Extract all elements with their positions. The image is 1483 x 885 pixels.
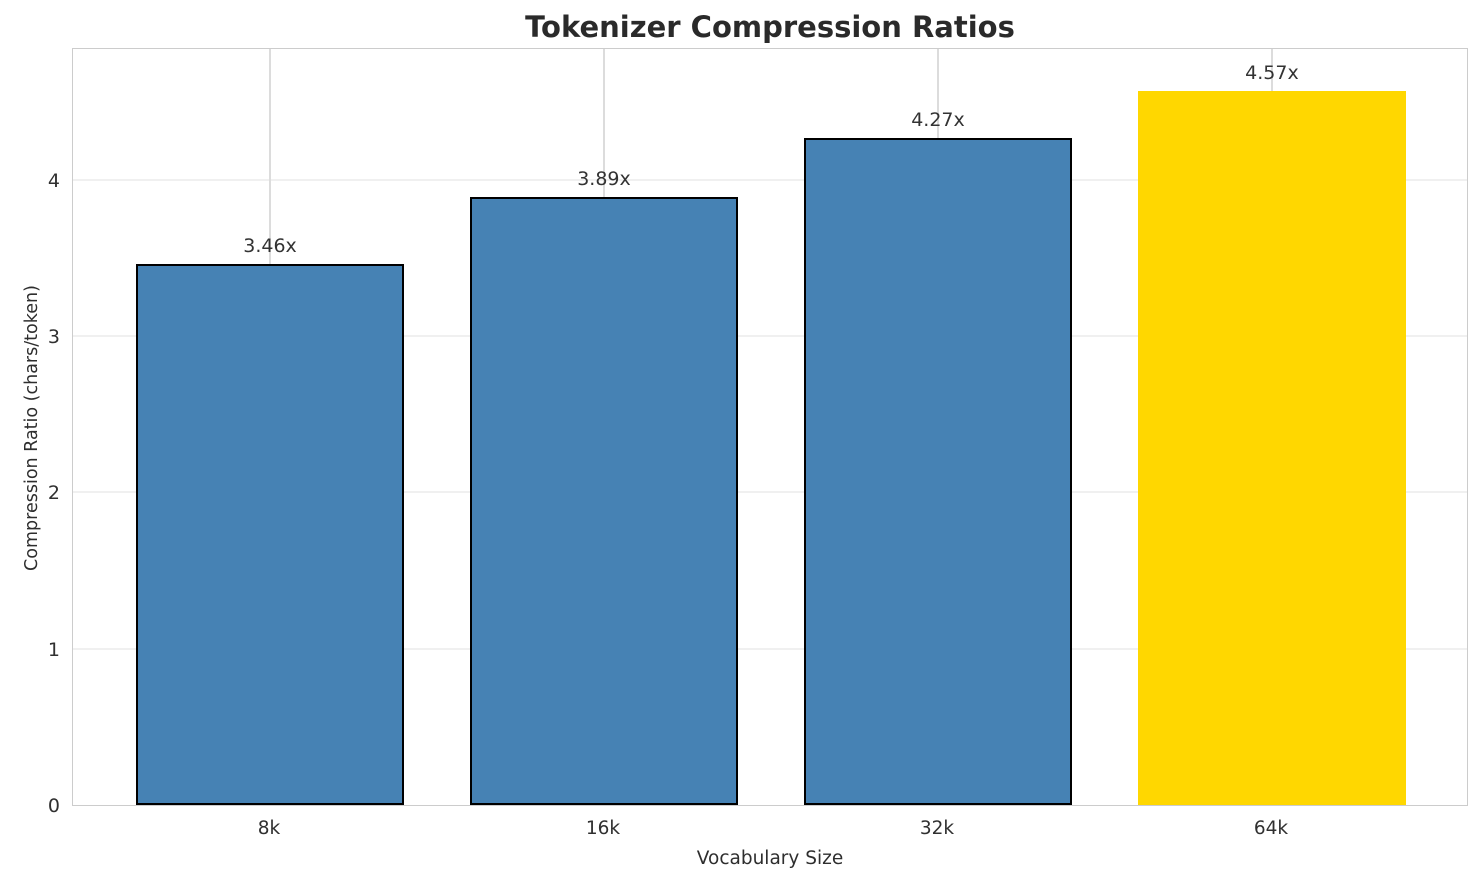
bar-value-label: 4.27x bbox=[911, 108, 965, 131]
gridline-horizontal bbox=[73, 647, 1467, 650]
gridline-horizontal bbox=[73, 491, 1467, 494]
y-tick-label: 2 bbox=[47, 482, 60, 505]
bar-64k bbox=[1138, 90, 1406, 805]
bar-16k bbox=[470, 197, 738, 805]
chart-title: Tokenizer Compression Ratios bbox=[525, 10, 1015, 44]
bar-value-label: 3.46x bbox=[243, 235, 297, 258]
plot-area: 3.46x 3.89x 4.27x 4.57x bbox=[72, 48, 1468, 806]
x-axis-label: Vocabulary Size bbox=[696, 848, 844, 869]
x-tick-label-8k: 8k bbox=[257, 818, 281, 839]
y-axis-label: Compression Ratio (chars/token) bbox=[22, 285, 42, 571]
y-tick-label: 1 bbox=[47, 638, 60, 661]
x-tick-label-64k: 64k bbox=[1253, 818, 1289, 839]
bar-32k bbox=[804, 137, 1072, 805]
y-tick-label: 3 bbox=[47, 326, 60, 349]
bar-value-label: 3.89x bbox=[577, 168, 631, 191]
gridline-horizontal bbox=[73, 178, 1467, 181]
y-tick-label: 0 bbox=[47, 795, 60, 817]
x-tick-label-16k: 16k bbox=[585, 818, 621, 839]
y-tick-label: 4 bbox=[47, 169, 60, 192]
bar-8k bbox=[136, 264, 404, 805]
x-tick-label-32k: 32k bbox=[919, 818, 955, 839]
gridline-horizontal bbox=[73, 335, 1467, 338]
bar-value-label: 4.57x bbox=[1245, 61, 1299, 84]
